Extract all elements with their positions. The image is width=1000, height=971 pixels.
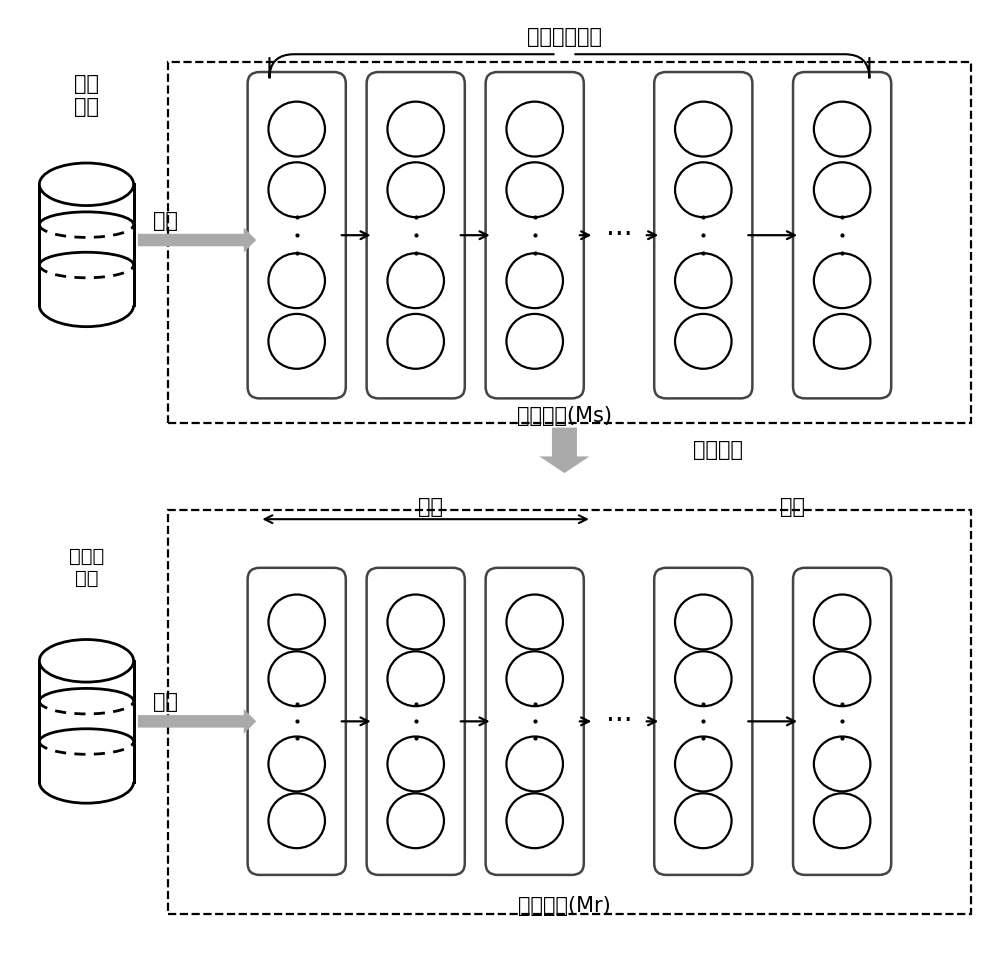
FancyBboxPatch shape <box>168 510 971 914</box>
Circle shape <box>387 793 444 849</box>
Circle shape <box>506 314 563 369</box>
Circle shape <box>387 102 444 156</box>
Circle shape <box>268 162 325 218</box>
Circle shape <box>506 253 563 308</box>
Circle shape <box>387 652 444 706</box>
Circle shape <box>268 737 325 791</box>
Circle shape <box>506 594 563 650</box>
FancyBboxPatch shape <box>654 568 752 875</box>
Circle shape <box>814 162 870 218</box>
Circle shape <box>814 793 870 849</box>
Circle shape <box>814 737 870 791</box>
Text: 源数
据集: 源数 据集 <box>74 74 99 117</box>
Text: 目标模型(Mr): 目标模型(Mr) <box>518 896 611 917</box>
Circle shape <box>506 162 563 218</box>
Circle shape <box>268 793 325 849</box>
Circle shape <box>675 594 732 650</box>
Circle shape <box>675 652 732 706</box>
Text: 目标数
据集: 目标数 据集 <box>69 547 104 587</box>
Circle shape <box>387 737 444 791</box>
Circle shape <box>814 594 870 650</box>
Ellipse shape <box>39 163 134 206</box>
Ellipse shape <box>39 640 134 682</box>
Text: 训练: 训练 <box>153 692 178 712</box>
Circle shape <box>675 253 732 308</box>
Circle shape <box>506 793 563 849</box>
Circle shape <box>506 102 563 156</box>
Circle shape <box>387 314 444 369</box>
Circle shape <box>675 737 732 791</box>
Circle shape <box>814 652 870 706</box>
Circle shape <box>675 793 732 849</box>
FancyBboxPatch shape <box>793 72 891 398</box>
Circle shape <box>814 102 870 156</box>
FancyBboxPatch shape <box>486 568 584 875</box>
Text: 迁移学习: 迁移学习 <box>693 440 743 460</box>
Text: 冻结: 冻结 <box>418 497 443 517</box>
Text: 源域模型(Ms): 源域模型(Ms) <box>517 406 612 426</box>
FancyBboxPatch shape <box>486 72 584 398</box>
FancyBboxPatch shape <box>248 72 346 398</box>
Text: 训练: 训练 <box>153 211 178 231</box>
Bar <box>39 661 134 782</box>
Circle shape <box>675 314 732 369</box>
Circle shape <box>387 253 444 308</box>
Circle shape <box>387 594 444 650</box>
FancyBboxPatch shape <box>367 72 465 398</box>
FancyBboxPatch shape <box>367 568 465 875</box>
Text: 微调: 微调 <box>780 497 805 517</box>
FancyBboxPatch shape <box>168 62 971 423</box>
Circle shape <box>268 594 325 650</box>
Circle shape <box>268 652 325 706</box>
Circle shape <box>268 253 325 308</box>
Circle shape <box>675 162 732 218</box>
Text: ···: ··· <box>606 221 632 250</box>
Circle shape <box>506 737 563 791</box>
Circle shape <box>268 314 325 369</box>
Bar <box>39 184 134 306</box>
FancyBboxPatch shape <box>248 568 346 875</box>
Circle shape <box>675 102 732 156</box>
Circle shape <box>387 162 444 218</box>
Circle shape <box>268 102 325 156</box>
Circle shape <box>506 652 563 706</box>
FancyBboxPatch shape <box>654 72 752 398</box>
Circle shape <box>814 314 870 369</box>
Circle shape <box>814 253 870 308</box>
Text: ···: ··· <box>606 707 632 735</box>
FancyBboxPatch shape <box>793 568 891 875</box>
Text: 深度神经网络: 深度神经网络 <box>527 27 602 47</box>
